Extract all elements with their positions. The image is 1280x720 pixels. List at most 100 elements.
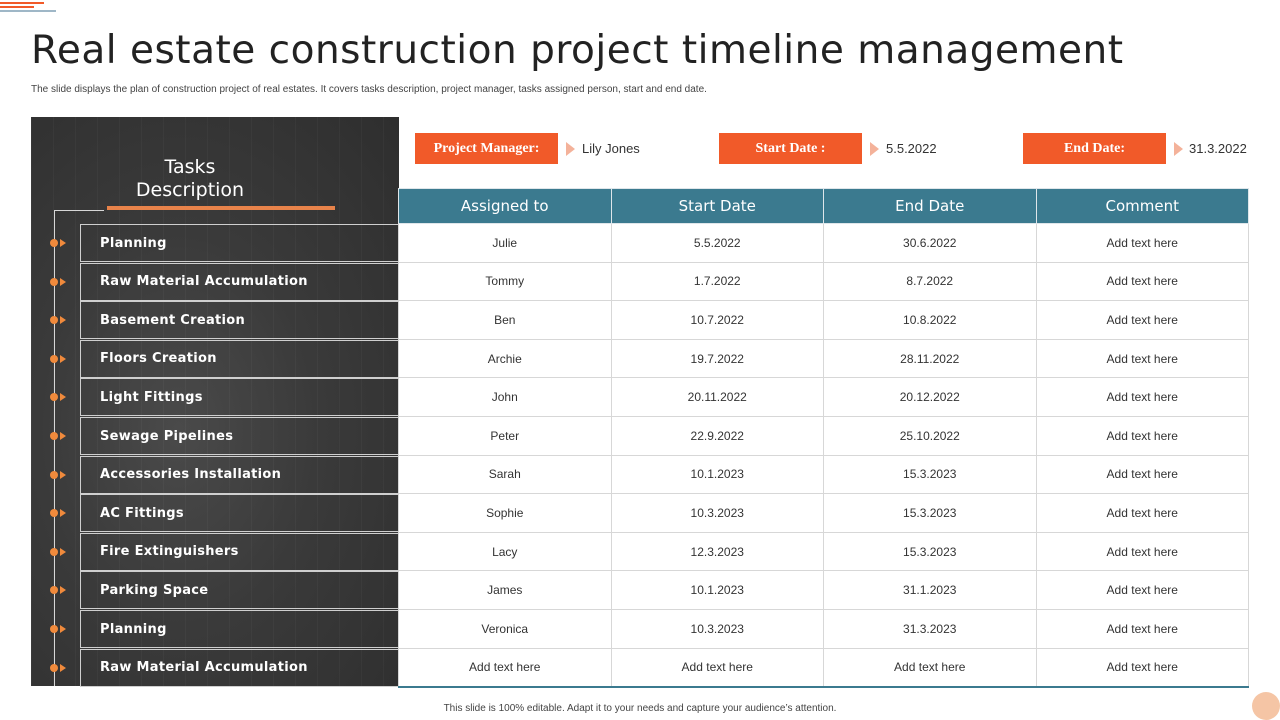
task-label: Raw Material Accumulation: [100, 274, 308, 290]
task-row: Basement Creation: [80, 301, 398, 340]
cell-assigned-to: Ben: [398, 300, 612, 340]
cell-comment: Add text here: [1035, 608, 1249, 649]
cell-end-date: 20.12.2022: [823, 377, 1037, 417]
task-row: Parking Space: [80, 571, 398, 610]
task-label: Raw Material Accumulation: [100, 660, 308, 676]
play-arrow-icon: [60, 432, 66, 440]
play-arrow-icon: [60, 393, 66, 402]
cell-comment: Add text here: [1035, 338, 1249, 379]
dot-icon: [50, 663, 58, 672]
timeline-marker: [50, 624, 70, 634]
project-manager-value: Lily Jones: [582, 141, 640, 156]
task-label: Planning: [100, 235, 167, 251]
table-row: Sophie 10.3.2023 15.3.2023 Add text here: [398, 493, 1249, 533]
play-arrow-icon: [1174, 142, 1183, 156]
task-row: Fire Extinguishers: [80, 532, 398, 571]
cell-assigned-to: Lacy: [398, 531, 612, 572]
cell-comment: Add text here: [1035, 300, 1249, 340]
timeline-marker: [50, 238, 70, 248]
table-row: Peter 22.9.2022 25.10.2022 Add text here: [398, 415, 1249, 456]
tasks-heading-line2: Description: [135, 179, 245, 201]
cell-start-date: 19.7.2022: [610, 338, 824, 379]
timeline-line: [54, 210, 55, 686]
play-arrow-icon: [60, 547, 66, 556]
cell-end-date: 30.6.2022: [823, 223, 1037, 263]
timeline-marker: [50, 470, 70, 480]
end-date-label: End Date:: [1023, 133, 1166, 164]
dot-icon: [50, 470, 58, 479]
play-arrow-icon: [60, 277, 66, 286]
task-row: Accessories Installation: [80, 455, 398, 494]
table-row: Julie 5.5.2022 30.6.2022 Add text here: [398, 223, 1249, 263]
dot-icon: [50, 509, 58, 518]
cell-assigned-to: Archie: [398, 338, 612, 379]
cell-assigned-to: Sophie: [398, 493, 612, 533]
cell-comment: Add text here: [1035, 223, 1249, 263]
task-label: Sewage Pipelines: [100, 428, 234, 444]
cell-assigned-to: Add text here: [398, 647, 612, 688]
cell-assigned-to: Peter: [398, 415, 612, 456]
cell-assigned-to: James: [398, 570, 612, 610]
timeline-marker: [50, 315, 70, 325]
cell-start-date: 10.7.2022: [610, 300, 824, 340]
timeline-marker: [50, 277, 70, 287]
task-label: Parking Space: [100, 582, 209, 598]
play-arrow-icon: [60, 470, 66, 479]
tasks-heading: Tasks Description: [0, 156, 380, 202]
dot-icon: [50, 432, 58, 440]
dot-icon: [50, 316, 58, 325]
timeline-marker: [50, 354, 70, 364]
cell-comment: Add text here: [1035, 531, 1249, 572]
start-date-label: Start Date :: [719, 133, 862, 164]
timeline-marker: [50, 585, 70, 595]
tasks-heading-underline: [107, 206, 335, 210]
task-label: Accessories Installation: [100, 467, 282, 483]
tasks-heading-line1: Tasks: [164, 156, 216, 178]
task-row: Planning: [80, 610, 398, 648]
table-row: Lacy 12.3.2023 15.3.2023 Add text here: [398, 531, 1249, 572]
cell-start-date: 10.3.2023: [610, 608, 824, 649]
cell-start-date: 10.1.2023: [610, 570, 824, 610]
play-arrow-icon: [60, 509, 66, 518]
cell-end-date: 8.7.2022: [823, 261, 1037, 302]
task-row: Sewage Pipelines: [80, 417, 398, 455]
task-label: Planning: [100, 621, 167, 637]
timeline-top-connector: [54, 210, 104, 211]
cell-end-date: 15.3.2023: [823, 454, 1037, 495]
timeline-marker: [50, 392, 70, 402]
dot-icon: [50, 393, 58, 402]
task-label: Basement Creation: [100, 312, 246, 328]
task-row: AC Fittings: [80, 494, 398, 533]
table-row: Tommy 1.7.2022 8.7.2022 Add text here: [398, 261, 1249, 302]
task-row: Light Fittings: [80, 378, 398, 417]
task-row: Raw Material Accumulation: [80, 648, 398, 687]
cell-comment: Add text here: [1035, 454, 1249, 495]
task-row: Planning: [80, 224, 398, 262]
tasks-panel-background: [31, 117, 399, 686]
task-label: Light Fittings: [100, 389, 203, 405]
column-header-start-date: Start Date: [610, 188, 824, 224]
cell-end-date: 25.10.2022: [823, 415, 1037, 456]
cell-start-date: Add text here: [610, 647, 824, 688]
play-arrow-icon: [60, 586, 66, 595]
cell-start-date: 10.1.2023: [610, 454, 824, 495]
cell-end-date: 15.3.2023: [823, 531, 1037, 572]
cell-comment: Add text here: [1035, 415, 1249, 456]
cell-start-date: 12.3.2023: [610, 531, 824, 572]
dot-icon: [50, 239, 58, 247]
column-header-comment: Comment: [1035, 188, 1249, 224]
dot-icon: [50, 625, 58, 633]
end-date-value: 31.3.2022: [1189, 141, 1247, 156]
cell-start-date: 10.3.2023: [610, 493, 824, 533]
cell-assigned-to: John: [398, 377, 612, 417]
task-label: Floors Creation: [100, 351, 217, 367]
project-manager-label: Project Manager:: [415, 133, 558, 164]
table-body: Julie 5.5.2022 30.6.2022 Add text here Tommy…: [398, 223, 1249, 688]
cell-assigned-to: Sarah: [398, 454, 612, 495]
play-arrow-icon: [60, 316, 66, 325]
timeline-marker: [50, 547, 70, 557]
play-arrow-icon: [566, 142, 575, 156]
cell-comment: Add text here: [1035, 570, 1249, 610]
cell-comment: Add text here: [1035, 261, 1249, 302]
start-date-value: 5.5.2022: [886, 141, 937, 156]
